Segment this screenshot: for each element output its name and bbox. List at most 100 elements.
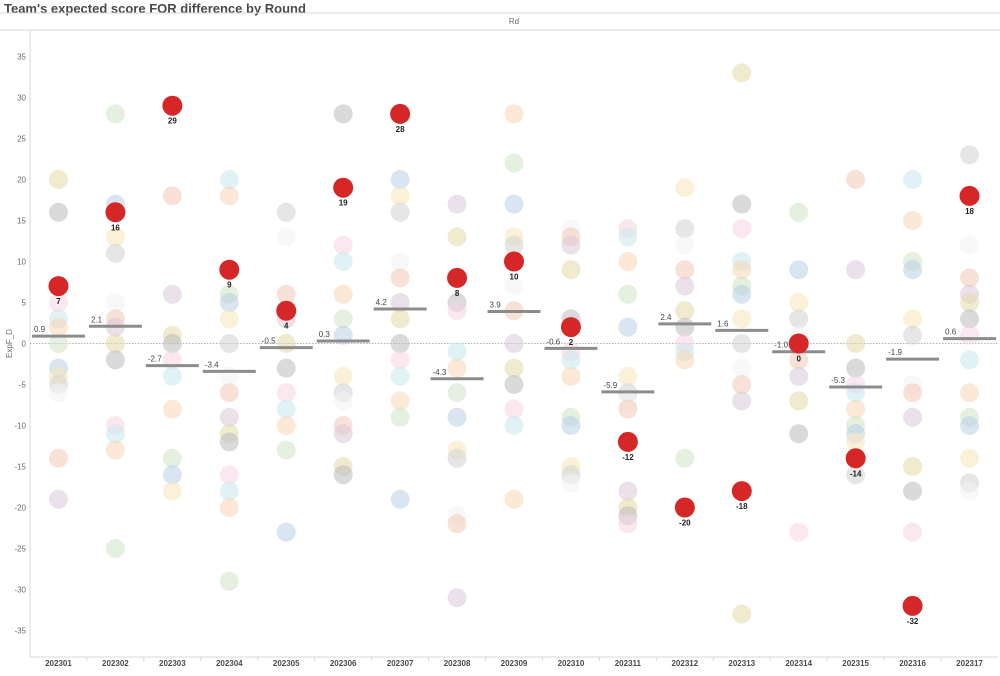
other-team-point	[618, 399, 638, 419]
other-team-point	[390, 366, 410, 386]
other-team-point	[390, 350, 410, 370]
y-tick-label: 25	[17, 135, 26, 144]
round-average-label: -0.5	[262, 337, 276, 346]
round-average-label: 3.9	[490, 301, 502, 310]
highlighted-team-point	[788, 333, 809, 354]
other-team-point	[504, 153, 524, 173]
other-team-point	[333, 366, 353, 386]
x-tick-label: 202314	[785, 659, 812, 668]
other-team-point	[618, 514, 638, 534]
highlighted-team-label: 7	[56, 297, 61, 306]
x-tick-label: 202305	[273, 659, 300, 668]
y-tick-label: -25	[14, 545, 26, 554]
other-team-point	[105, 243, 125, 263]
highlighted-team-point	[390, 103, 411, 124]
other-team-point	[162, 448, 182, 468]
round-average-label: 4.2	[376, 298, 388, 307]
other-team-point	[960, 145, 980, 165]
round-average-label: -5.3	[831, 376, 845, 385]
other-team-point	[219, 309, 239, 329]
other-team-point	[105, 104, 125, 124]
highlighted-team-label: 0	[796, 355, 801, 364]
other-team-point	[960, 383, 980, 403]
highlighted-team-label: -32	[907, 617, 919, 626]
highlighted-team-label: 8	[455, 289, 460, 298]
highlighted-team-label: 16	[111, 223, 120, 232]
highlighted-team-point	[731, 481, 752, 502]
y-axis-label: ExpF_D	[5, 329, 14, 358]
highlighted-team-point	[504, 251, 524, 272]
other-team-point	[675, 260, 695, 280]
highlighted-team-point	[162, 95, 183, 116]
other-team-point	[105, 227, 125, 247]
other-team-point	[960, 309, 980, 329]
x-tick-label: 202310	[558, 659, 585, 668]
other-team-point	[960, 325, 980, 345]
round-average-label: -1.9	[888, 348, 902, 357]
other-team-point	[732, 219, 752, 239]
x-tick-label: 202304	[216, 659, 243, 668]
highlighted-team-point	[276, 300, 297, 321]
other-team-point	[219, 366, 239, 386]
highlighted-team-label: -14	[850, 469, 862, 478]
other-team-point	[504, 489, 524, 509]
other-team-point	[48, 448, 68, 468]
other-team-point	[390, 170, 410, 189]
other-team-point	[846, 465, 866, 485]
other-team-point	[732, 63, 752, 83]
highlighted-team-point	[674, 497, 695, 518]
other-team-point	[333, 465, 353, 485]
other-team-point	[447, 227, 467, 247]
y-tick-label: -10	[14, 422, 26, 431]
other-team-point	[390, 252, 410, 271]
y-tick-label: 35	[17, 53, 26, 62]
other-team-point	[789, 309, 809, 329]
other-team-point	[789, 366, 809, 386]
other-team-point	[903, 260, 923, 280]
other-team-point	[504, 235, 524, 255]
other-team-point	[732, 358, 752, 378]
other-team-point	[276, 334, 296, 353]
y-axis-ticks: -35 -30 -25 -20 -15 -10 -5 0 5 10 15 20 25 30 35	[14, 53, 26, 636]
other-team-point	[390, 407, 410, 427]
other-team-point	[675, 235, 695, 255]
x-tick-label: 202306	[330, 659, 357, 668]
other-team-point	[105, 539, 125, 558]
other-team-point	[675, 301, 695, 321]
round-average-label: 0.3	[319, 330, 331, 339]
column-header: Rd	[509, 17, 519, 26]
other-team-point	[219, 571, 239, 591]
round-average-label: 0.6	[945, 328, 957, 337]
other-team-point	[447, 407, 467, 427]
other-team-point	[561, 473, 581, 493]
highlighted-team-point	[105, 202, 126, 223]
other-team-point	[846, 170, 866, 189]
other-team-point	[675, 178, 695, 198]
other-team-point	[162, 399, 182, 419]
other-team-point	[789, 391, 809, 411]
x-tick-label: 202301	[45, 659, 72, 668]
other-team-point	[447, 588, 467, 608]
highlighted-team-label: -20	[679, 519, 691, 528]
highlighted-team-point	[219, 259, 240, 280]
highlighted-team-label: 18	[965, 207, 974, 216]
highlighted-team-point	[845, 448, 866, 469]
other-team-point	[390, 293, 410, 312]
other-team-point	[675, 219, 695, 239]
other-team-point	[48, 317, 68, 337]
other-team-point	[504, 104, 524, 124]
x-tick-label: 202313	[728, 659, 755, 668]
y-tick-label: 20	[17, 176, 26, 185]
y-tick-label: 15	[17, 217, 26, 226]
other-team-point	[903, 481, 923, 501]
other-team-point	[618, 227, 638, 247]
other-team-point	[789, 293, 809, 312]
other-team-point	[219, 407, 239, 427]
x-tick-label: 202316	[899, 659, 926, 668]
other-team-point	[960, 416, 980, 435]
other-team-point	[789, 424, 809, 444]
x-axis-ticks: 202301 202302 202303 202304 202305 202306 2023…	[45, 657, 983, 668]
round-average-label: -2.7	[148, 355, 162, 364]
other-team-point	[219, 293, 239, 312]
x-tick-label: 202307	[387, 659, 414, 668]
